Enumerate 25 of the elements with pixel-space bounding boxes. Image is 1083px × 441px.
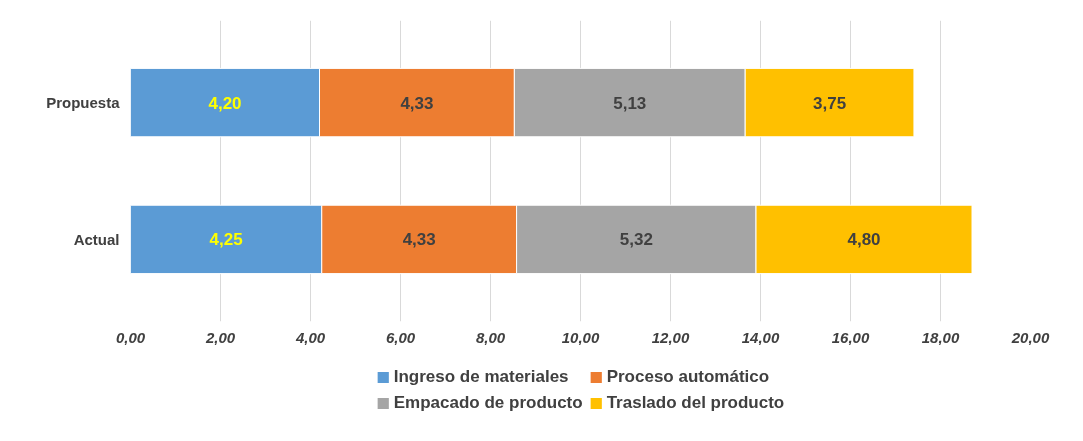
data-label: 4,33 <box>402 230 436 250</box>
x-tick-label: 8,00 <box>475 328 506 346</box>
x-tick-label: 12,00 <box>651 328 690 346</box>
x-tick-label: 4,00 <box>294 328 326 346</box>
data-label: 5,13 <box>613 93 647 113</box>
x-tick-label: 10,00 <box>561 328 600 346</box>
y-tick-label: Propuesta <box>46 94 121 112</box>
data-label: 4,33 <box>400 93 434 113</box>
legend-label: Traslado del producto <box>606 393 785 413</box>
data-label: 3,75 <box>813 93 847 113</box>
data-label: 4,80 <box>847 230 881 250</box>
x-tick-label: 20,00 <box>1010 328 1050 346</box>
legend-label: Empacado de producto <box>393 393 583 413</box>
x-tick-label: 2,00 <box>204 328 236 346</box>
x-tick-label: 18,00 <box>921 328 960 346</box>
x-tick-label: 0,00 <box>115 328 146 346</box>
data-label: 4,25 <box>209 230 243 250</box>
data-label: 4,20 <box>208 93 242 113</box>
x-tick-label: 14,00 <box>741 328 780 346</box>
y-tick-label: Actual <box>73 230 120 248</box>
data-label: 5,32 <box>619 230 653 250</box>
legend-label: Proceso automático <box>606 367 770 387</box>
x-tick-label: 6,00 <box>385 328 416 346</box>
legend-label: Ingreso de materiales <box>393 367 569 387</box>
x-tick-label: 16,00 <box>831 328 870 346</box>
